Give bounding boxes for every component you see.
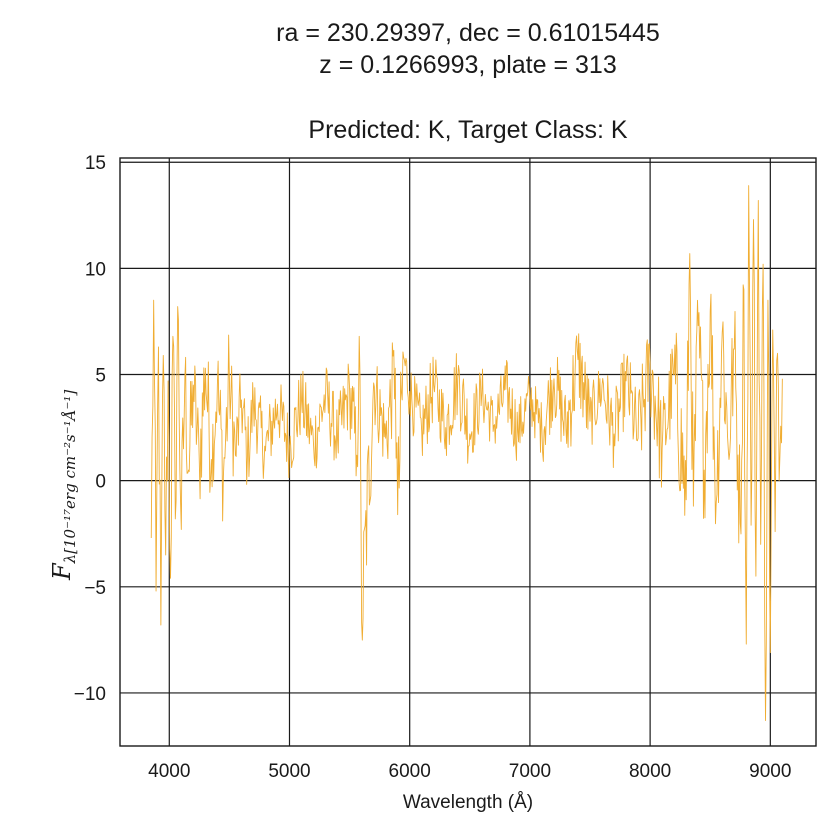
y-tick-label: −10 (74, 684, 106, 705)
x-axis-label: Wavelength (Å) (403, 792, 533, 813)
y-tick-label: −5 (84, 578, 106, 599)
y-tick-label: 5 (95, 366, 106, 387)
y-tick-label: 0 (95, 472, 106, 493)
x-tick-label: 9000 (749, 761, 791, 782)
x-tick-labels: 4000 5000 6000 7000 8000 9000 (148, 761, 791, 782)
x-tick-label: 5000 (268, 761, 310, 782)
y-axis-label-subscript: λ[10⁻¹⁷erg cm⁻²s⁻¹Å⁻¹] (61, 389, 79, 564)
x-tick-label: 8000 (629, 761, 671, 782)
x-tick-label: 7000 (509, 761, 551, 782)
chart-title-line-2: z = 0.1266993, plate = 313 (319, 51, 617, 79)
grid (120, 158, 816, 746)
x-tick-label: 6000 (389, 761, 431, 782)
plot-frame (119, 157, 817, 747)
y-tick-label: 15 (85, 153, 106, 174)
chart-subtitle: Predicted: K, Target Class: K (308, 116, 628, 144)
y-tick-labels: 15 10 5 0 −5 −10 (74, 153, 106, 705)
x-tick-label: 4000 (148, 761, 190, 782)
y-tick-label: 10 (85, 259, 106, 280)
y-axis-label-main: F (48, 563, 76, 580)
chart-title-line-1: ra = 230.29397, dec = 0.61015445 (276, 19, 660, 47)
series-layer (150, 185, 783, 721)
spectrum-line (150, 185, 783, 721)
